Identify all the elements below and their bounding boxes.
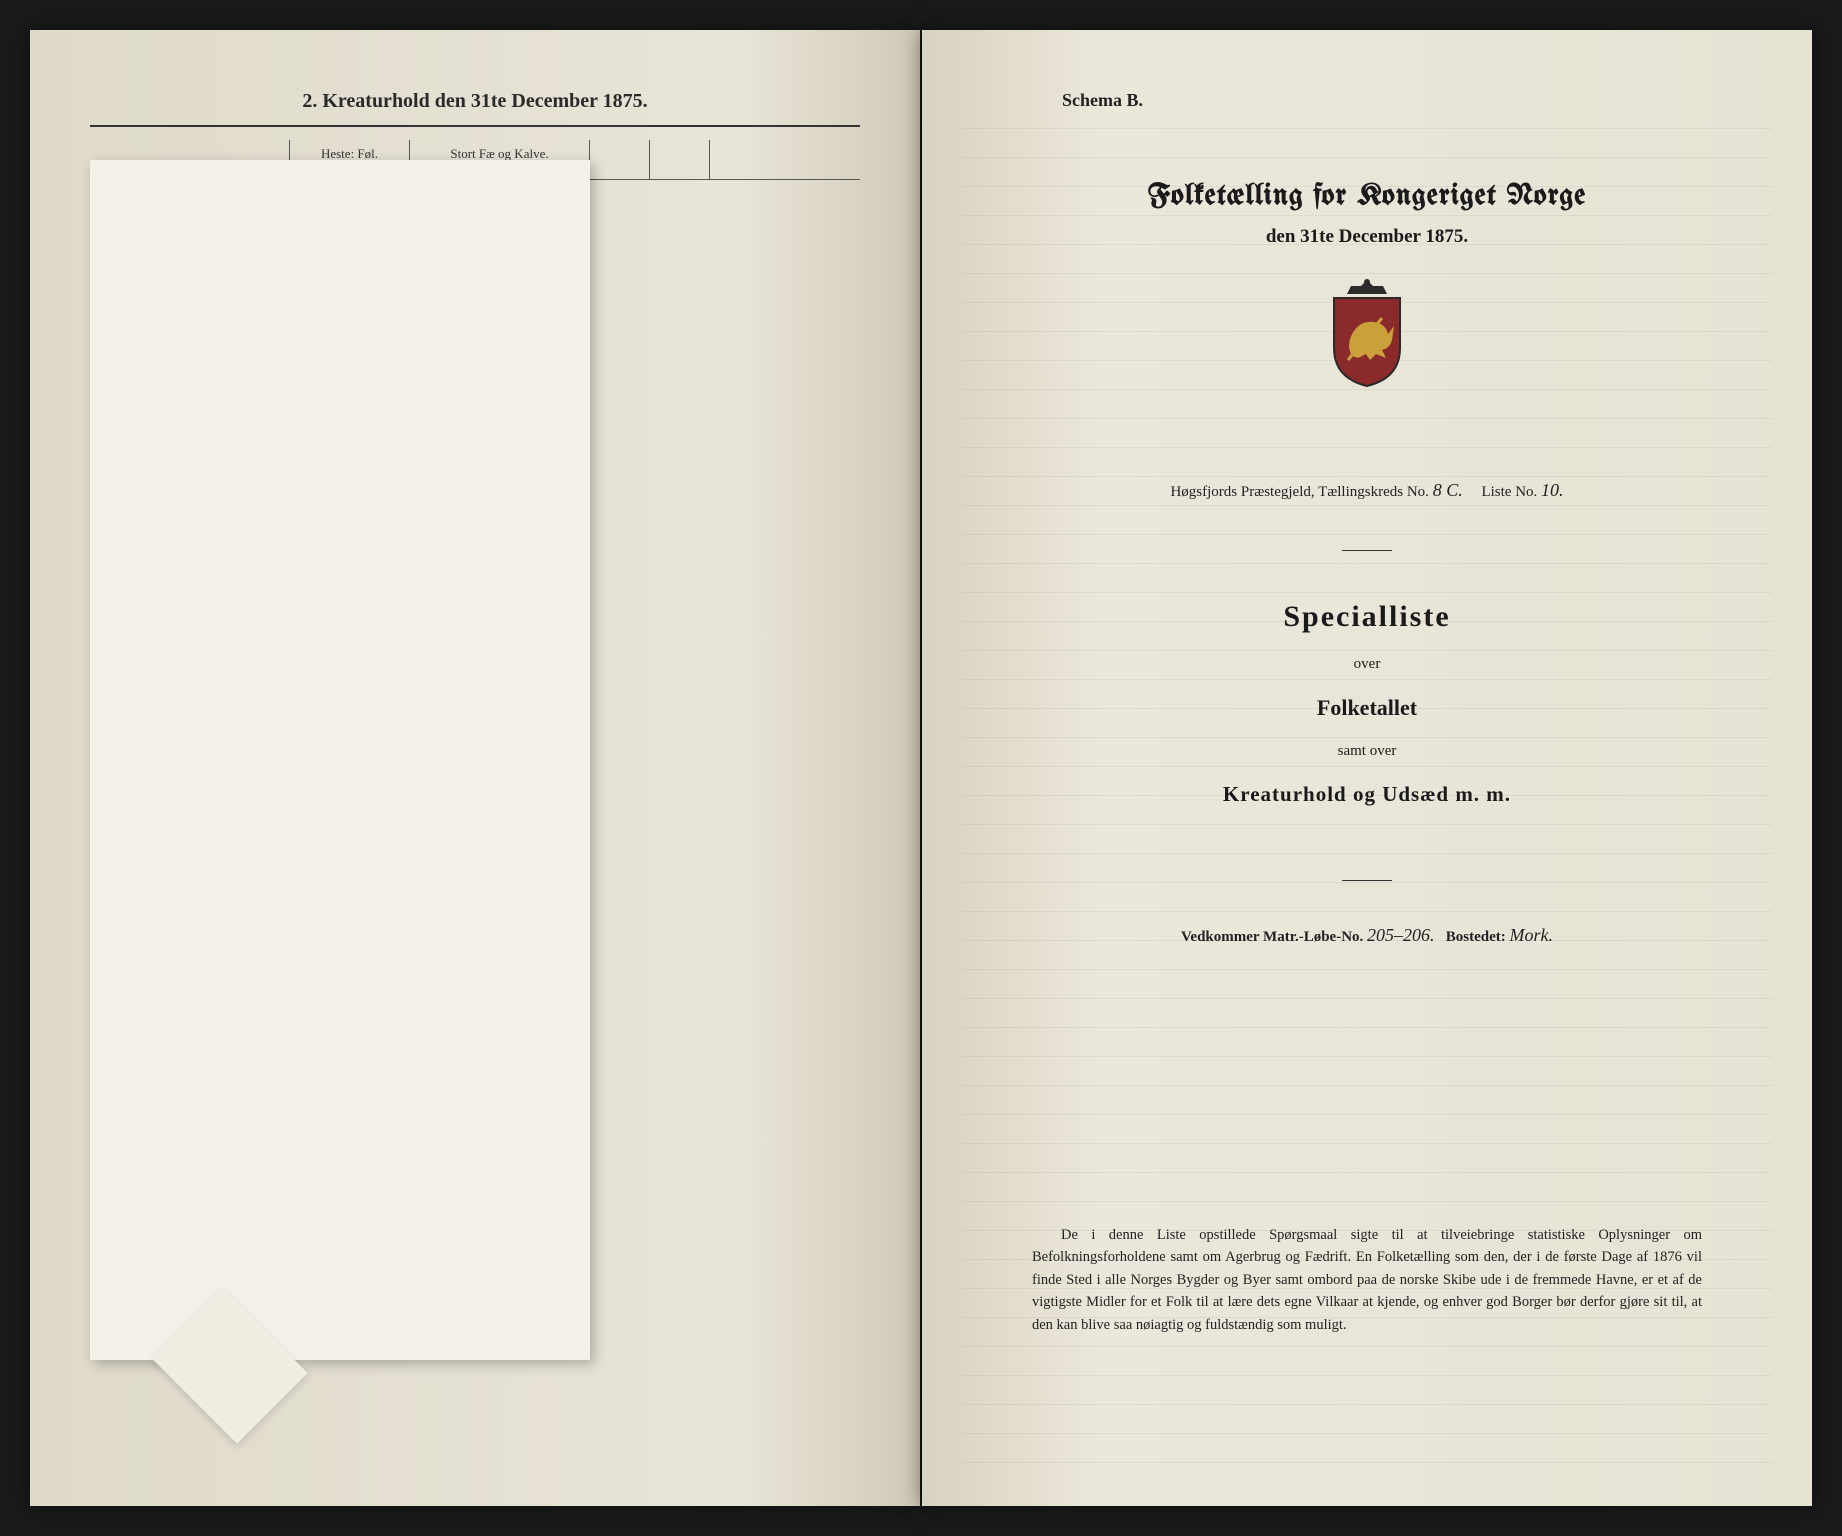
bosted-label: Bostedet: — [1446, 929, 1506, 945]
left-page: 2. Kreaturhold den 31te December 1875. H… — [30, 30, 920, 1506]
census-date: den 31te December 1875. — [922, 226, 1812, 248]
census-title: Folketælling for Kongeriget Norge — [922, 180, 1812, 212]
matr-no-value: 205–206. — [1367, 925, 1435, 945]
samt-over-label: samt over — [922, 743, 1812, 760]
coat-of-arms-icon — [1322, 278, 1412, 388]
title-block: Folketælling for Kongeriget Norge den 31… — [922, 180, 1812, 388]
kreaturhold-heading: Kreaturhold og Udsæd m. m. — [922, 782, 1812, 807]
left-col-5 — [710, 140, 860, 179]
schema-label: Schema B. — [1062, 90, 1143, 111]
parish-line: Høgsfjords Præstegjeld, Tællingskreds No… — [922, 480, 1812, 501]
over-label: over — [922, 656, 1812, 673]
left-col-4 — [650, 140, 710, 179]
page-spread: 2. Kreaturhold den 31te December 1875. H… — [30, 30, 1812, 1506]
bosted-value: Mork. — [1510, 925, 1554, 945]
folketallet-heading: Folketallet — [922, 695, 1812, 721]
left-rule — [90, 125, 860, 127]
right-page: Schema B. Folketælling for Kongeriget No… — [922, 30, 1812, 1506]
footer-paragraph: De i denne Liste opstillede Spørgsmaal s… — [1032, 1224, 1702, 1336]
matr-line: Vedkommer Matr.-Løbe-No. 205–206. Bosted… — [922, 925, 1812, 946]
matr-label: Vedkommer Matr.-Løbe-No. — [1181, 929, 1363, 945]
liste-label: Liste No. — [1481, 484, 1537, 500]
parish-label: Høgsfjords Præstegjeld, Tællingskreds No… — [1170, 484, 1428, 500]
left-page-title: 2. Kreaturhold den 31te December 1875. — [30, 90, 920, 113]
liste-no-value: 10. — [1541, 480, 1564, 500]
kreds-no-value: 8 C. — [1433, 480, 1463, 500]
specialliste-heading: Specialliste — [922, 600, 1812, 634]
specialliste-block: Specialliste over Folketallet samt over … — [922, 600, 1812, 807]
divider-1 — [922, 550, 1812, 551]
divider-2 — [922, 880, 1812, 881]
overlay-blank-sheet — [90, 160, 590, 1360]
left-col-3 — [590, 140, 650, 179]
